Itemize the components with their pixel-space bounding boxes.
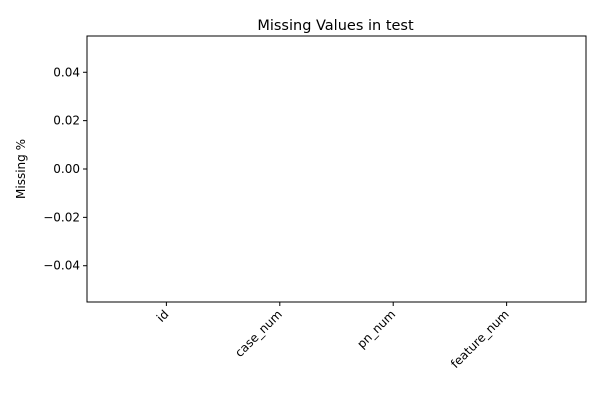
x-tick-label: feature_num [448, 307, 512, 371]
y-tick-label: 0.00 [53, 162, 80, 176]
y-tick-label: −0.04 [43, 259, 80, 273]
x-tick-label: id [154, 307, 172, 325]
plot-area: −0.04 −0.02 0.00 0.02 0.04 id case_num pn_num fe… [43, 35, 587, 371]
y-tick-label: −0.02 [43, 210, 80, 224]
chart-title: Missing Values in test [257, 18, 414, 34]
x-tick-label: case_num [232, 307, 285, 360]
x-tick-label: pn_num [354, 307, 398, 351]
y-axis-label: Missing % [14, 139, 28, 199]
y-tick-label: 0.02 [53, 114, 80, 128]
plot-frame [86, 35, 587, 303]
y-tick-label: 0.04 [53, 65, 80, 79]
